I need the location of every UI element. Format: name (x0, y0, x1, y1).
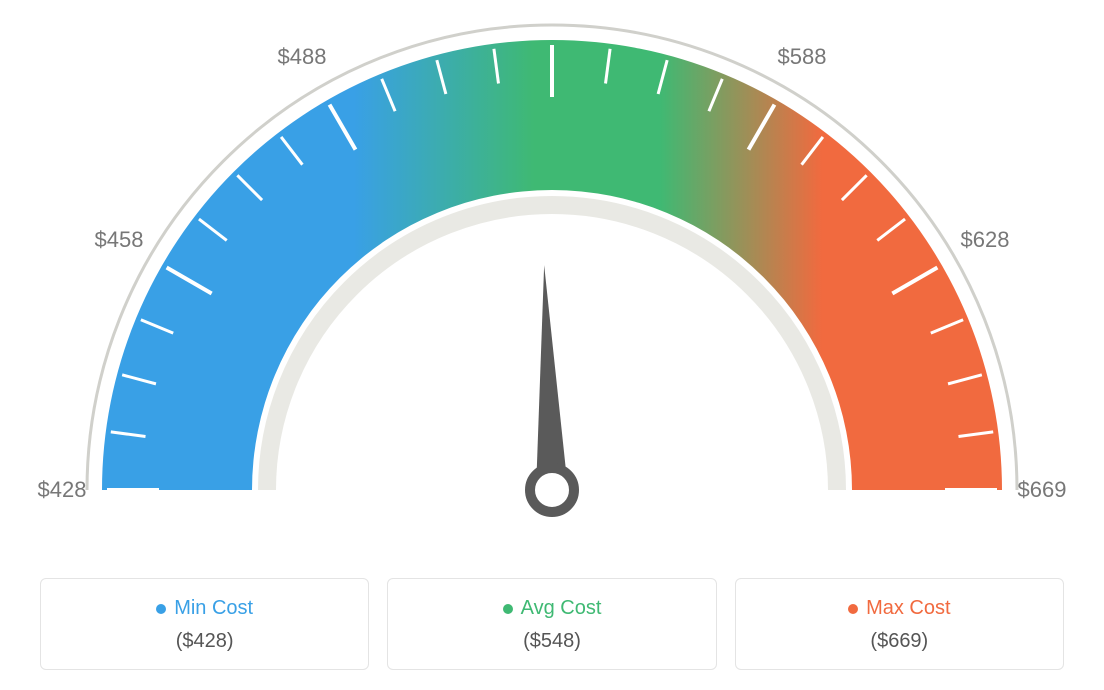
gauge-tick-label: $458 (95, 227, 144, 253)
gauge-tick-label: $428 (38, 477, 87, 503)
gauge-tick-label: $548 (528, 0, 577, 3)
legend-title-max: Max Cost (848, 597, 950, 620)
gauge-tick-label: $628 (961, 227, 1010, 253)
legend-card-avg: Avg Cost ($548) (387, 578, 716, 670)
legend-card-max: Max Cost ($669) (735, 578, 1064, 670)
legend-value-min: ($428) (41, 630, 368, 653)
legend-label-min: Min Cost (174, 597, 253, 620)
legend-label-max: Max Cost (866, 597, 950, 620)
legend-label-avg: Avg Cost (521, 597, 602, 620)
legend-dot-avg (503, 604, 513, 614)
legend-value-avg: ($548) (388, 630, 715, 653)
legend-value-max: ($669) (736, 630, 1063, 653)
legend-title-min: Min Cost (156, 597, 253, 620)
legend-row: Min Cost ($428) Avg Cost ($548) Max Cost… (0, 578, 1104, 670)
cost-gauge-chart: $428 $458 $488 $548 $588 $628 $669 (0, 0, 1104, 560)
gauge-svg (0, 0, 1104, 560)
gauge-tick-label: $588 (778, 44, 827, 70)
legend-dot-max (848, 604, 858, 614)
legend-dot-min (156, 604, 166, 614)
legend-title-avg: Avg Cost (503, 597, 602, 620)
gauge-tick-label: $669 (1018, 477, 1067, 503)
legend-card-min: Min Cost ($428) (40, 578, 369, 670)
gauge-tick-label: $488 (278, 44, 327, 70)
